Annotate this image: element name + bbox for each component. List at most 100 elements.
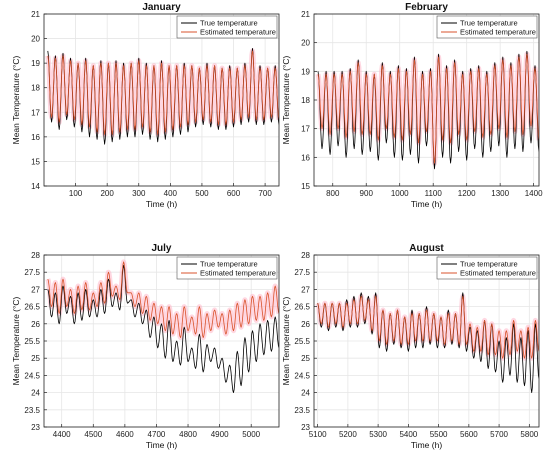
y-tick-label: 18 (301, 96, 310, 105)
x-axis-label: Time (h) (146, 199, 177, 209)
y-tick-label: 27.5 (24, 268, 40, 277)
y-tick-label: 23.5 (294, 406, 310, 415)
x-tick-label: 600 (227, 189, 241, 198)
x-tick-label: 1100 (425, 189, 443, 198)
y-tick-label: 24.5 (294, 371, 310, 380)
y-tick-label: 14 (31, 182, 40, 191)
legend-entry: Estimated temperature (200, 28, 276, 37)
x-tick-label: 4900 (211, 430, 229, 439)
x-tick-label: 5300 (369, 430, 387, 439)
y-tick-label: 24.5 (24, 371, 40, 380)
x-tick-label: 5500 (430, 430, 448, 439)
x-tick-label: 4600 (116, 430, 134, 439)
y-tick-label: 17 (31, 108, 40, 117)
y-tick-label: 27 (301, 285, 310, 294)
x-tick-label: 4800 (179, 430, 197, 439)
y-tick-label: 17 (301, 125, 310, 134)
chart-title: July (151, 243, 171, 254)
y-tick-label: 25 (31, 354, 40, 363)
y-tick-label: 25.5 (24, 337, 40, 346)
series-line-estimated (47, 50, 279, 135)
legend-entry: True temperature (200, 19, 258, 28)
x-tick-label: 4500 (84, 430, 102, 439)
series-line-estimated (317, 295, 539, 359)
x-tick-label: 1200 (458, 189, 476, 198)
chart-panel-february: 800 900 1000 1100 1200 1300 1400 15 16 17 18 19 20 21… (281, 2, 543, 209)
y-axis-label: Mean Temperature (°C) (281, 55, 291, 144)
x-axis-label: Time (h) (146, 440, 177, 450)
y-tick-label: 19 (301, 67, 310, 76)
x-tick-label: 5700 (490, 430, 508, 439)
chart-panel-july: 4400 4500 4600 4700 4800 4900 5000 23 23.5 24 24.5… (11, 243, 280, 450)
chart-panel-august: 5100 5200 5300 5400 5500 5600 5700 5800 23 23.5 24… (281, 243, 540, 450)
y-tick-label: 21 (301, 10, 310, 19)
series-line-estimated (47, 261, 279, 338)
legend-box (176, 256, 278, 280)
y-tick-label: 18 (31, 84, 40, 93)
axes-frame (43, 13, 280, 187)
y-axis-label: Mean Temperature (°C) (281, 296, 291, 385)
legend-box (436, 15, 538, 39)
y-tick-label: 24 (301, 389, 310, 398)
x-tick-label: 5600 (460, 430, 478, 439)
y-tick-label: 16 (301, 153, 310, 162)
y-tick-label: 20 (31, 35, 40, 44)
series-group (315, 292, 539, 393)
x-axis-label: Time (h) (411, 440, 442, 450)
x-tick-label: 1000 (391, 189, 409, 198)
y-tick-label: 27 (31, 285, 40, 294)
y-tick-label: 20 (301, 39, 310, 48)
y-tick-label: 21 (31, 10, 40, 19)
x-tick-label: 500 (195, 189, 209, 198)
y-tick-label: 15 (301, 182, 310, 191)
y-tick-label: 26 (31, 320, 40, 329)
x-tick-label: 4400 (53, 430, 71, 439)
y-tick-label: 25 (301, 354, 310, 363)
y-tick-label: 23 (301, 423, 310, 432)
x-tick-label: 900 (360, 189, 374, 198)
x-tick-label: 5200 (339, 430, 357, 439)
y-tick-label: 28 (31, 251, 40, 260)
chart-title: August (409, 243, 444, 254)
chart-panel-january: 100 200 300 400 500 600 700 14 15 16 17 18 19 20 21 Jan… (11, 2, 280, 209)
x-tick-label: 800 (326, 189, 340, 198)
series-group (315, 50, 539, 170)
x-tick-label: 700 (258, 189, 272, 198)
series-line-estimated (317, 53, 539, 164)
legend-entry: True temperature (200, 260, 258, 269)
y-tick-label: 27.5 (294, 268, 310, 277)
x-tick-label: 100 (69, 189, 83, 198)
x-tick-label: 200 (100, 189, 114, 198)
chart-title: February (405, 2, 448, 13)
x-tick-label: 5800 (520, 430, 538, 439)
y-tick-label: 23 (31, 423, 40, 432)
x-tick-label: 400 (164, 189, 178, 198)
x-tick-label: 1400 (525, 189, 543, 198)
x-tick-label: 1300 (491, 189, 509, 198)
series-line-true (47, 264, 279, 393)
legend-box (436, 256, 538, 280)
y-tick-label: 16 (31, 133, 40, 142)
y-tick-label: 28 (301, 251, 310, 260)
x-tick-label: 5000 (242, 430, 260, 439)
y-tick-label: 26 (301, 320, 310, 329)
x-tick-label: 4700 (148, 430, 166, 439)
y-axis-label: Mean Temperature (°C) (11, 55, 21, 144)
legend-entry: Estimated temperature (460, 269, 536, 278)
legend-box (176, 15, 278, 39)
y-axis-label: Mean Temperature (°C) (11, 296, 21, 385)
x-tick-label: 300 (132, 189, 146, 198)
legend-entry: Estimated temperature (460, 28, 536, 37)
y-tick-label: 26.5 (24, 303, 40, 312)
y-tick-label: 25.5 (294, 337, 310, 346)
y-tick-label: 24 (31, 389, 40, 398)
y-tick-label: 15 (31, 157, 40, 166)
y-tick-label: 23.5 (24, 406, 40, 415)
y-tick-label: 19 (31, 59, 40, 68)
legend-entry: Estimated temperature (200, 269, 276, 278)
